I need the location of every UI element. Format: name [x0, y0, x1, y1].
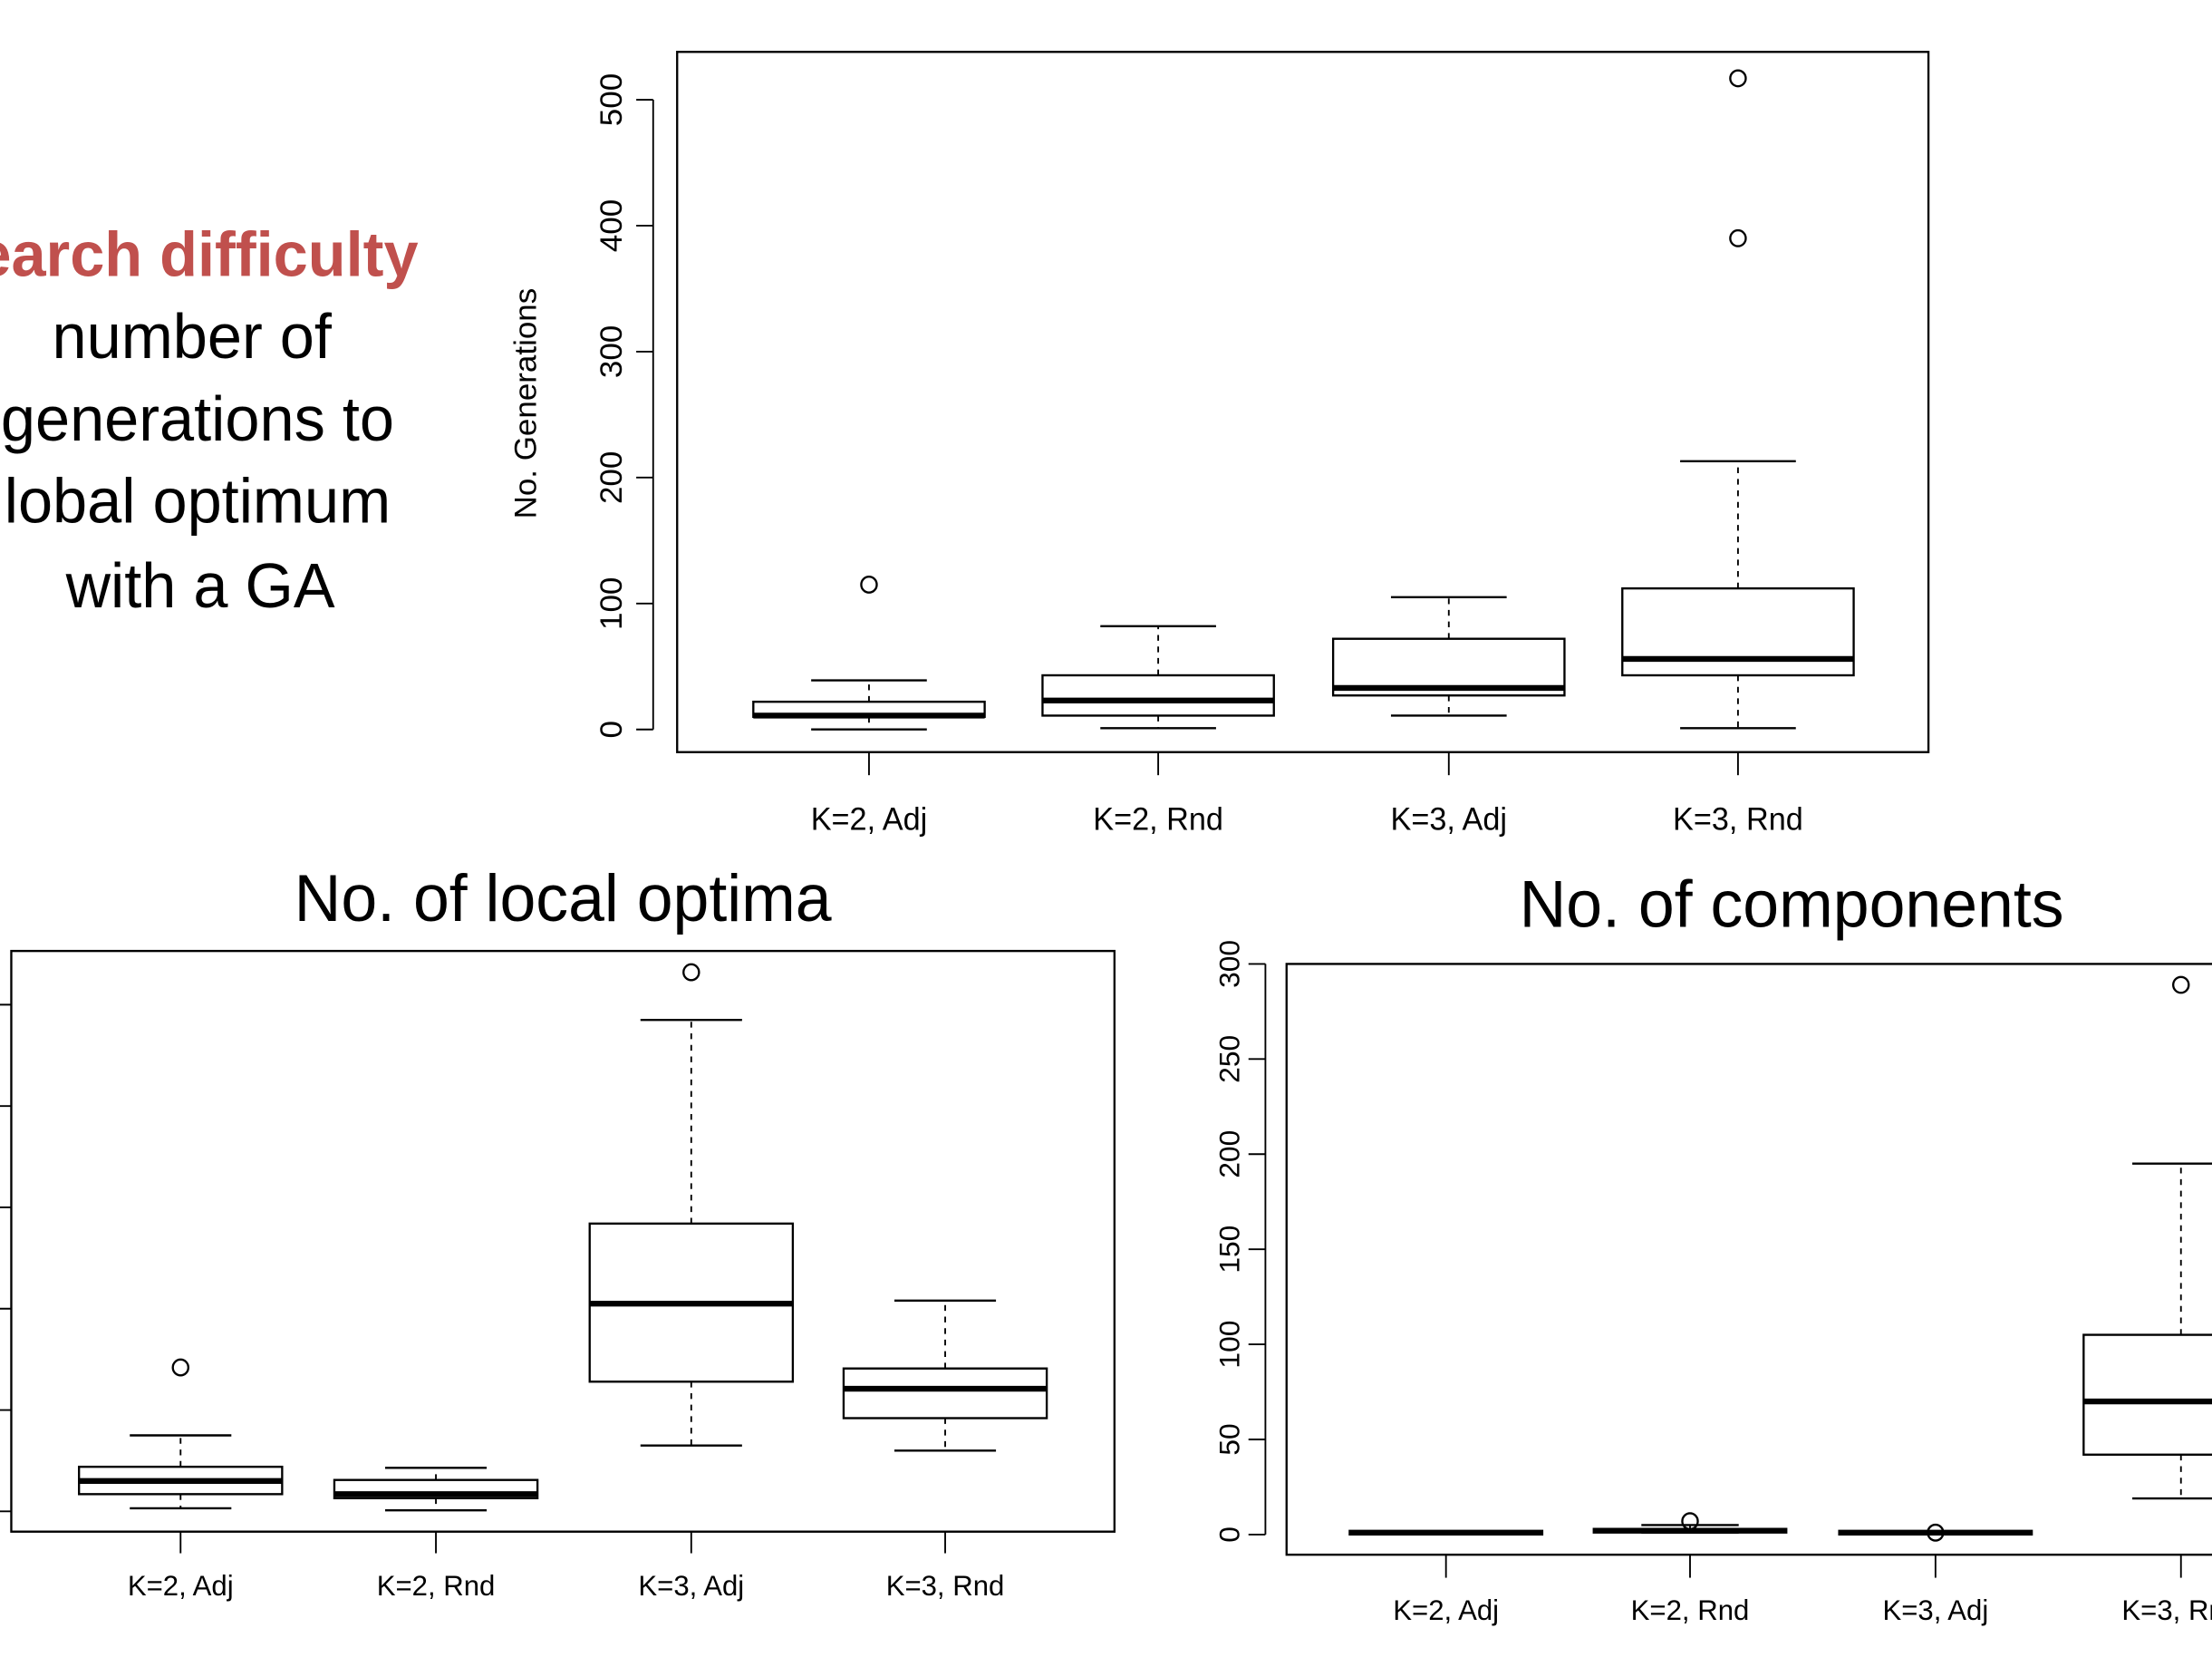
- chart-title: No. of local optima: [295, 861, 833, 935]
- x-tick-label: K=2, Rnd: [1093, 802, 1223, 837]
- y-tick-label: 0: [595, 721, 630, 738]
- outlier: [860, 576, 878, 594]
- x-tick-label: K=3, Adj: [638, 1570, 744, 1602]
- y-tick-label: 200: [595, 451, 630, 504]
- outlier: [682, 963, 700, 982]
- outlier: [1927, 1523, 1945, 1542]
- x-tick-label: K=3, Rnd: [886, 1570, 1005, 1602]
- y-tick-label: 150: [1214, 1226, 1246, 1274]
- side-line: with a GA: [65, 550, 336, 622]
- box: [1621, 586, 1855, 677]
- outlier: [1729, 228, 1747, 247]
- box: [1041, 673, 1275, 717]
- x-tick-label: K=2, Rnd: [1631, 1594, 1750, 1626]
- y-axis-label: No. Generations: [509, 288, 544, 519]
- x-tick-label: K=2, Rnd: [377, 1570, 496, 1602]
- outlier: [1681, 1512, 1699, 1531]
- x-tick-label: K=3, Adj: [1882, 1594, 1988, 1626]
- side-line: number of: [53, 301, 333, 373]
- y-tick-label: 300: [595, 325, 630, 378]
- y-tick-label: 400: [595, 199, 630, 252]
- y-tick-label: 200: [1214, 1130, 1246, 1178]
- side-line: generations to: [1, 383, 394, 454]
- box: [2082, 1333, 2212, 1456]
- side-line: lobal optimum: [5, 465, 391, 537]
- x-tick-label: K=3, Rnd: [2121, 1594, 2212, 1626]
- y-tick-label: 0: [1214, 1526, 1246, 1543]
- y-tick-label: 250: [1214, 1035, 1246, 1083]
- plot-frame: [10, 949, 1116, 1533]
- y-tick-label: 300: [1214, 940, 1246, 988]
- plot-frame: [676, 51, 1930, 753]
- x-tick-label: K=2, Adj: [1393, 1594, 1499, 1626]
- x-tick-label: K=2, Adj: [811, 802, 928, 837]
- y-tick-label: 100: [1214, 1321, 1246, 1369]
- side-heading: earch difficulty: [0, 218, 419, 290]
- x-tick-label: K=3, Rnd: [1673, 802, 1803, 837]
- plot-frame: [1285, 963, 2212, 1556]
- outlier: [1729, 69, 1747, 88]
- box: [842, 1367, 1048, 1420]
- chart-title: No. of components: [1520, 867, 2064, 942]
- outlier: [2172, 975, 2190, 994]
- x-tick-label: K=2, Adj: [128, 1570, 234, 1602]
- y-tick-label: 100: [595, 577, 630, 630]
- y-tick-label: 500: [595, 73, 630, 126]
- outlier: [171, 1358, 189, 1377]
- y-tick-label: 50: [1214, 1423, 1246, 1455]
- x-tick-label: K=3, Adj: [1391, 802, 1508, 837]
